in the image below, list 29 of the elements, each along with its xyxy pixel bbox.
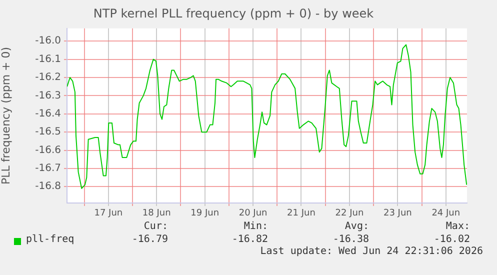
y-tick-label: -16.1	[35, 54, 61, 65]
y-tick-label: -16.4	[35, 108, 61, 120]
x-tick-label: 17 Jun	[94, 208, 123, 219]
legend-label: pll-freq	[26, 234, 74, 245]
text: -16.38	[332, 234, 369, 245]
x-tick-label: 19 Jun	[190, 208, 220, 219]
x-tick-label: 20 Jun	[238, 208, 268, 219]
x-tick-label: 21 Jun	[287, 208, 316, 219]
y-tick-label: -16.3	[35, 90, 61, 102]
y-tick-label: -16.8	[35, 181, 61, 192]
text: -16.79	[132, 234, 168, 245]
text: Avg:	[344, 221, 369, 232]
text: Last update: Wed Jun 24 22:31:06 2026	[260, 246, 483, 257]
y-tick-label: -16.7	[35, 163, 61, 174]
x-tick-label: 22 Jun	[335, 208, 364, 219]
y-tick-label: -16.2	[35, 72, 61, 84]
text: -16.82	[232, 234, 268, 245]
text: -16.02	[434, 234, 470, 245]
text: Min:	[244, 221, 268, 232]
text: Cur:	[144, 221, 168, 232]
x-tick-label: 24 Jun	[432, 208, 460, 219]
text: Max:	[446, 221, 470, 232]
x-tick-label: 18 Jun	[142, 208, 171, 219]
y-tick-label: -16.0	[35, 36, 61, 47]
x-tick-label: 23 Jun	[383, 208, 412, 219]
y-tick-label: -16.5	[35, 126, 61, 138]
chart-title: NTP kernel PLL frequency (ppm + 0) - by week	[93, 6, 374, 20]
y-axis-title: PLL frequency (ppm + 0)	[0, 46, 12, 184]
y-tick-label: -16.6	[35, 144, 61, 156]
